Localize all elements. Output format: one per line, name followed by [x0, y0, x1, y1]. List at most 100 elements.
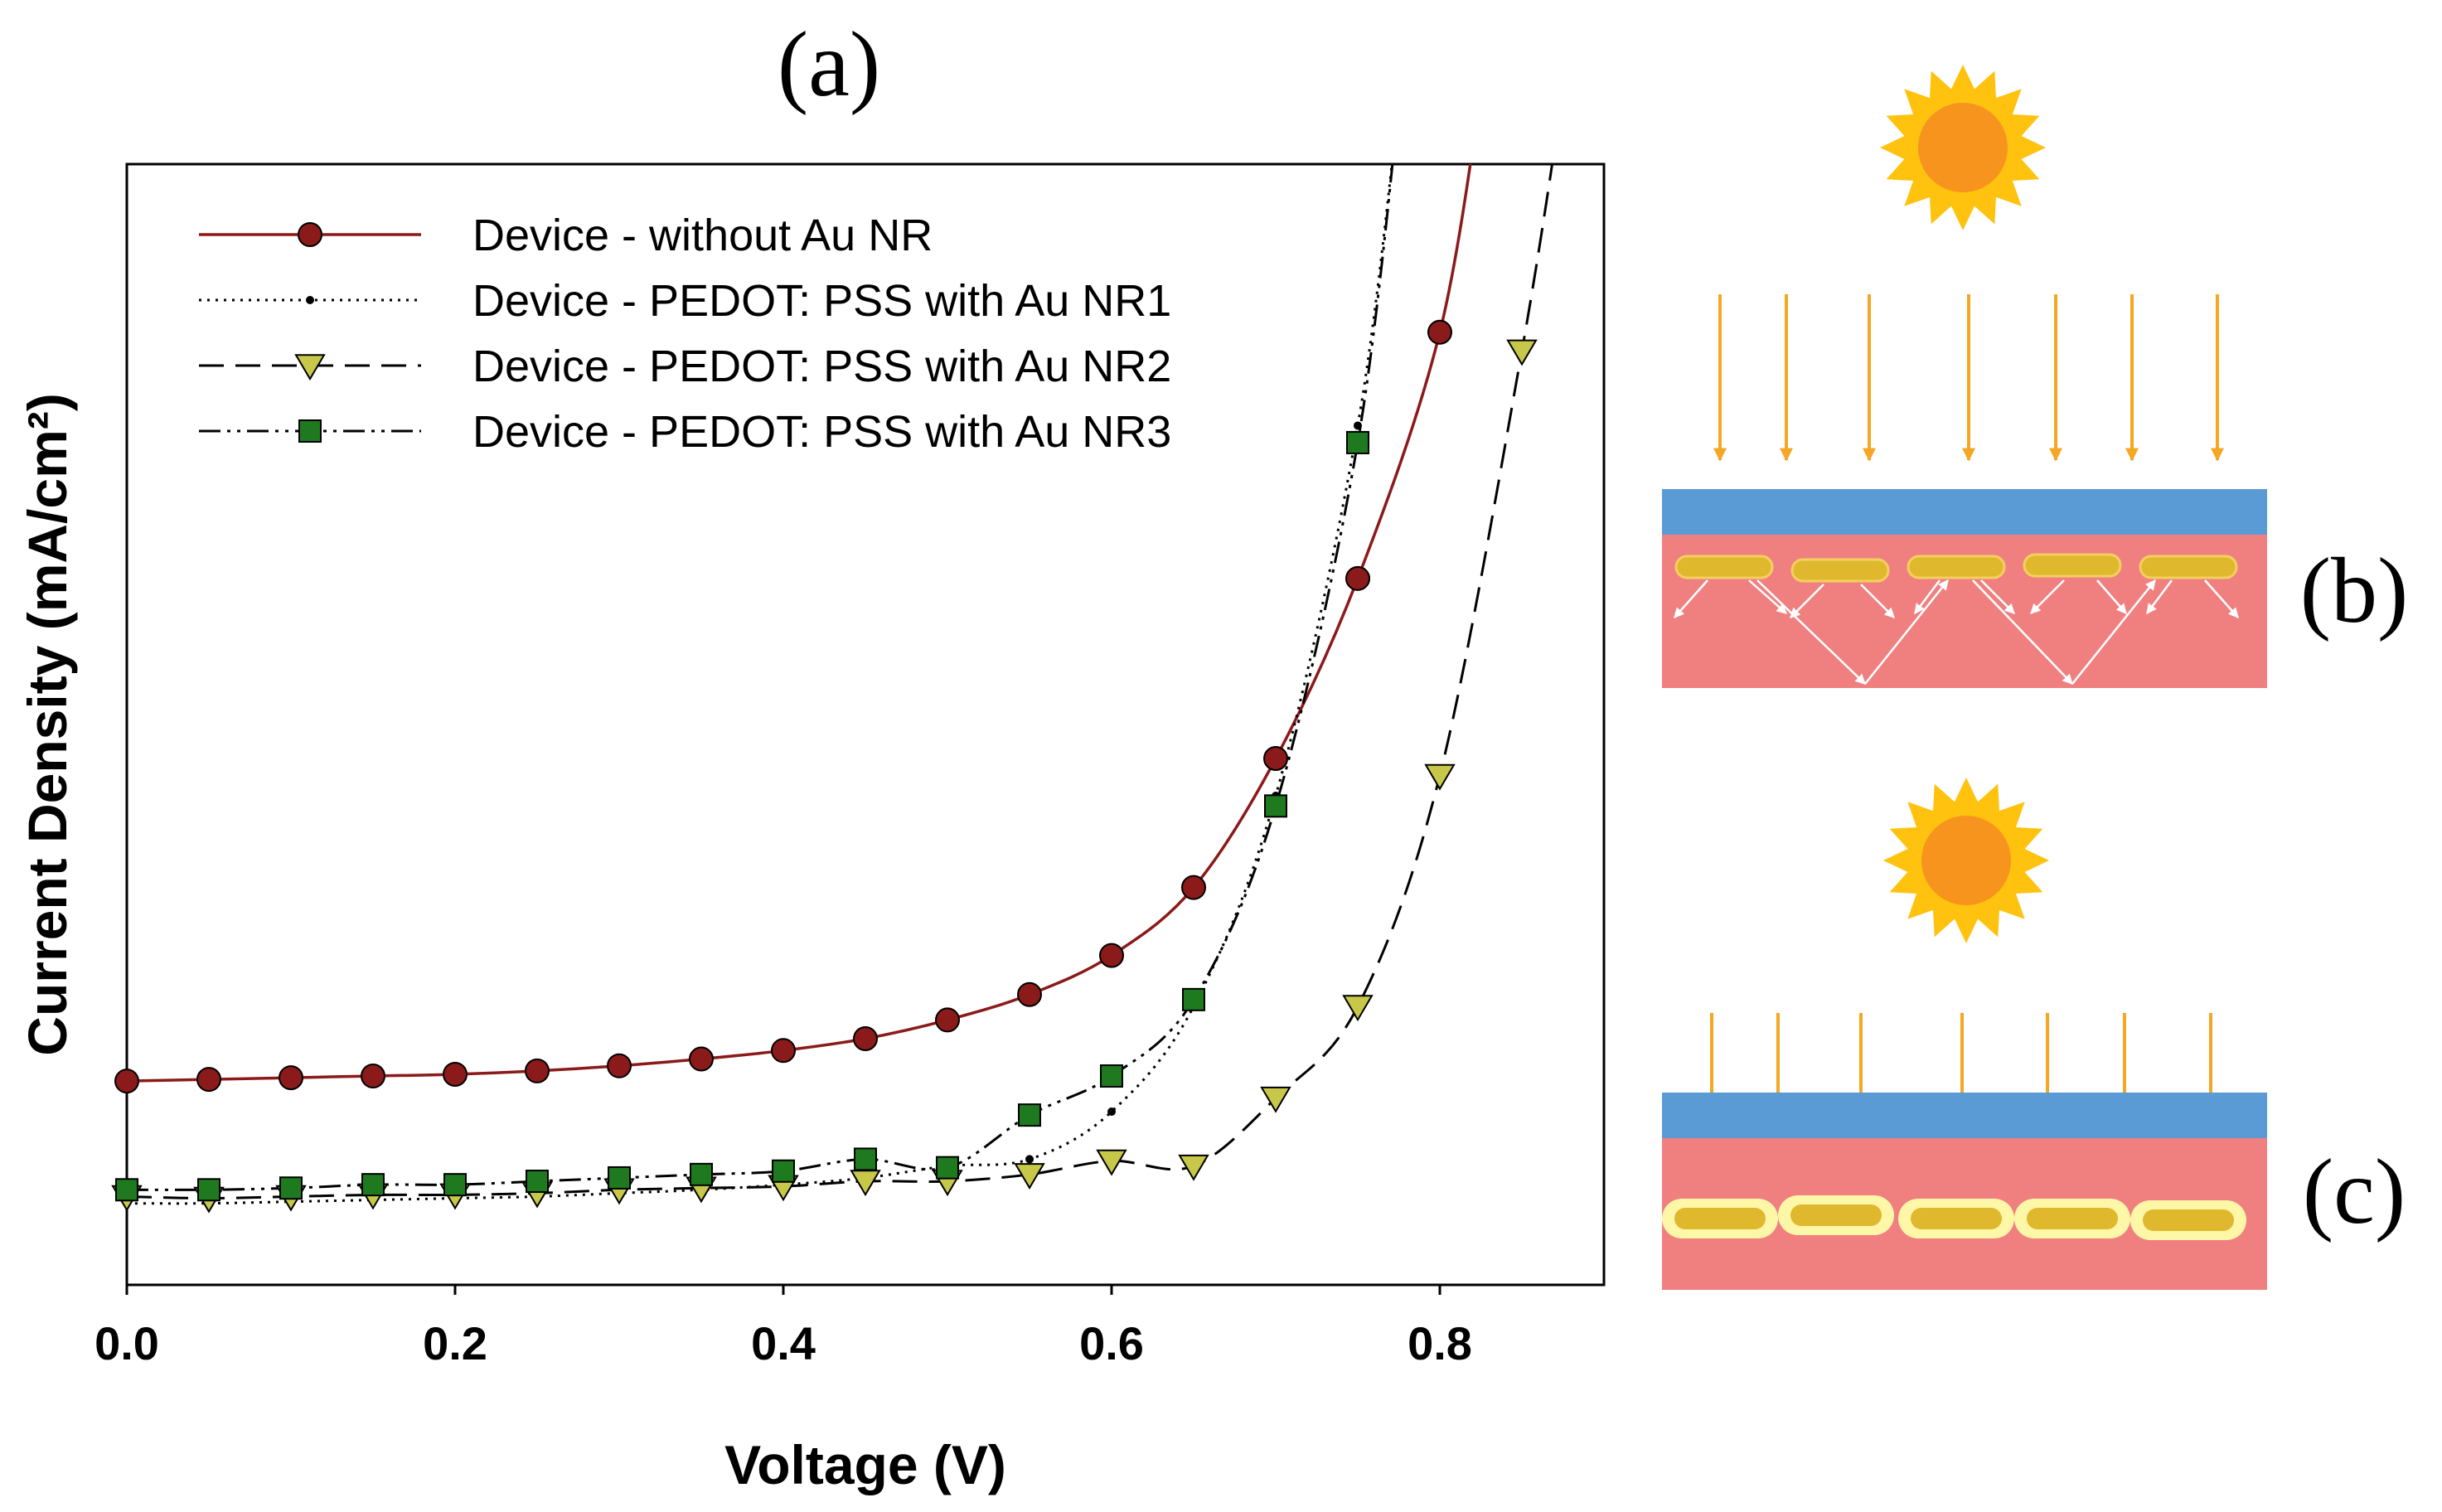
data-point-circle: [689, 1046, 714, 1072]
data-point-dot: [1107, 1107, 1116, 1117]
x-tick-label: 0.0: [94, 1317, 159, 1369]
nanorod: [1790, 558, 1890, 583]
data-point-triangle: [1506, 339, 1538, 366]
scattered-light: [1860, 584, 1895, 618]
data-point-circle: [114, 1069, 139, 1094]
legend-label: Device - PEDOT: PSS with Au NR1: [472, 276, 1171, 326]
data-point-square: [608, 1166, 631, 1190]
data-point-circle: [935, 1007, 960, 1033]
data-point-square: [298, 419, 322, 443]
panel-label-a: (a): [778, 13, 880, 116]
nanorod: [2023, 553, 2122, 578]
nanorod: [2027, 1208, 2118, 1229]
data-point-square: [1182, 987, 1205, 1011]
scattered-light: [1748, 579, 1787, 614]
scattered-light: [1972, 579, 2073, 685]
nanorod: [2139, 555, 2238, 579]
data-point-circle: [1345, 565, 1370, 591]
data-point-square: [772, 1159, 795, 1183]
x-tick-label: 0.8: [1408, 1317, 1472, 1369]
nanorod: [1674, 555, 1774, 579]
nanorod: [2143, 1209, 2234, 1231]
scattered-light: [2030, 579, 2065, 614]
data-point-square: [854, 1147, 877, 1171]
data-point-square: [197, 1178, 220, 1202]
x-tick-label: 0.6: [1079, 1317, 1144, 1369]
data-point-circle: [1181, 875, 1206, 900]
incident-light-rays: [1713, 294, 2224, 462]
au-nanorods: [1674, 553, 2238, 583]
data-point-circle: [853, 1025, 878, 1051]
data-point-square: [361, 1173, 385, 1197]
data-point-circle: [196, 1067, 221, 1093]
data-point-circle: [279, 1065, 303, 1091]
series-line: [127, 164, 1554, 1200]
data-point-triangle: [1014, 1163, 1045, 1190]
data-point-square: [1346, 430, 1369, 454]
schematic-scattering: (b): [1662, 65, 2408, 688]
au-nanorods-glow: [1662, 1195, 2246, 1240]
data-point-circle: [1017, 981, 1042, 1007]
data-point-dot: [306, 296, 314, 304]
data-point-triangle: [1260, 1086, 1291, 1113]
panel-label-c: (c): [2303, 1141, 2406, 1243]
data-point-square: [1018, 1103, 1041, 1127]
scattered-light: [1756, 579, 1866, 685]
scattered-light: [2204, 579, 2239, 618]
data-point-circle: [771, 1038, 796, 1064]
scattered-light-arrows: [1674, 579, 2239, 685]
data-point-circle: [525, 1058, 550, 1083]
sun-icon: [1880, 65, 2046, 230]
nanorod: [1911, 1208, 2002, 1229]
legend-label: Device - PEDOT: PSS with Au NR3: [472, 407, 1171, 457]
legend-label: Device - PEDOT: PSS with Au NR2: [472, 342, 1171, 391]
nanorod: [1907, 555, 2006, 579]
scattered-light: [1864, 579, 1949, 685]
data-point-circle: [298, 222, 322, 247]
data-point-triangle: [294, 354, 326, 381]
data-point-dot: [1025, 1155, 1034, 1164]
data-point-triangle: [850, 1170, 881, 1197]
nanorod: [1790, 1204, 1882, 1226]
sun-core: [1918, 103, 2008, 192]
panel-label-b: (b): [2300, 540, 2409, 642]
data-point-triangle: [1424, 763, 1456, 791]
electrode-layer: [1662, 1093, 2267, 1138]
electrode-layer: [1662, 489, 2267, 535]
data-point-square: [279, 1176, 303, 1200]
scattered-light: [1980, 579, 2015, 614]
plot-frame: [125, 162, 1606, 1287]
data-point-square: [526, 1170, 549, 1194]
data-point-dot: [1354, 421, 1362, 430]
data-point-square: [936, 1156, 959, 1180]
legend-label: Device - without Au NR: [472, 211, 933, 260]
data-point-square: [115, 1178, 138, 1202]
data-point-circle: [1263, 745, 1288, 771]
data-point-circle: [361, 1064, 385, 1089]
scattered-light: [2096, 579, 2127, 614]
x-tick-label: 0.4: [751, 1317, 816, 1369]
schematic-near-field: (c): [1662, 778, 2406, 1290]
data-point-triangle: [1342, 995, 1374, 1022]
x-axis-label: Voltage (V): [724, 1434, 1006, 1495]
data-point-circle: [607, 1053, 632, 1078]
y-axis-label: Current Density (mA/cm²): [17, 393, 78, 1055]
data-point-square: [690, 1162, 713, 1186]
scattered-light: [2071, 579, 2156, 685]
x-axis-ticks: 0.0 0.2 0.4 0.6 0.8: [94, 1285, 1472, 1369]
legend: Device - without Au NR Device - PEDOT: PS…: [199, 211, 1171, 457]
scattered-light: [1914, 579, 1941, 614]
data-point-triangle: [1096, 1149, 1127, 1176]
data-point-triangle: [1178, 1154, 1209, 1181]
scattered-light: [1790, 584, 1824, 618]
data-point-circle: [1099, 943, 1124, 968]
data-point-square: [1264, 794, 1287, 818]
scattered-light: [2146, 579, 2173, 614]
x-tick-label: 0.2: [423, 1317, 487, 1369]
sun-core: [1921, 816, 2011, 905]
series-markers: [111, 319, 1538, 1214]
data-point-square: [1100, 1064, 1123, 1088]
data-point-square: [443, 1173, 467, 1197]
nanorod: [1674, 1208, 1766, 1229]
